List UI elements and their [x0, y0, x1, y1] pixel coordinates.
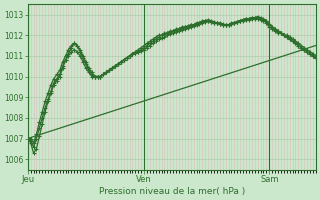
X-axis label: Pression niveau de la mer( hPa ): Pression niveau de la mer( hPa ): [99, 187, 245, 196]
